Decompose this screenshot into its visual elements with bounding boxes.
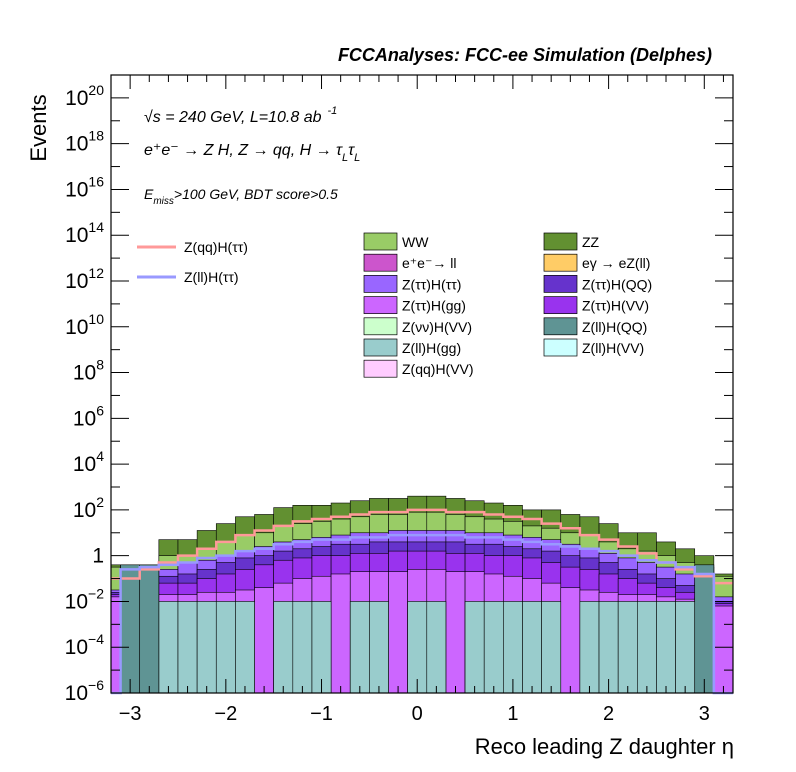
line-histograms [111, 508, 733, 695]
bar-Z(ττ)H(gg) [330, 573, 351, 694]
legend-fill-swatch [363, 275, 398, 293]
x-tick-label: 2 [603, 703, 614, 725]
bar-Z(ll)H(gg) [675, 601, 696, 694]
bar-Z(ττ)H(gg) [713, 605, 734, 694]
x-tick-label: 1 [507, 703, 518, 725]
bar-Z(ll)H(gg) [369, 601, 389, 694]
bar-Z(ll)H(gg) [158, 601, 179, 694]
legend-fill-label: WW [402, 234, 429, 250]
bar-Z(ll)H(gg) [579, 601, 600, 694]
y-tick-label: 104 [73, 448, 104, 476]
legend-fill-swatch [543, 338, 578, 357]
bar-Z(ττ)H(gg) [560, 587, 581, 694]
bar-Z(ll)H(gg) [637, 601, 657, 694]
legend-fill-swatch [363, 338, 398, 357]
legend-lines: Z(qq)H(ττ) Z(ll)H(ττ) [137, 239, 248, 285]
bar-Z(ll)H(gg) [273, 601, 294, 694]
x-tick-label: 3 [699, 703, 710, 725]
y-axis-label: Events [26, 94, 51, 161]
y-tick-label: 1018 [65, 128, 104, 156]
y-tick-label: 10−6 [65, 677, 105, 705]
x-tick-label: 0 [412, 703, 423, 725]
x-tick-label: −1 [310, 703, 333, 725]
legend-fill-swatch [363, 317, 398, 336]
y-tick-label: 10−4 [65, 631, 105, 659]
bar-Z(ττ)H(gg) [110, 596, 121, 694]
legend-fill-swatch [543, 275, 578, 293]
bar-Z(ll)H(gg) [483, 601, 504, 694]
bar-Z(ll)H(QQ) [694, 564, 715, 694]
legend-fill-swatch [543, 232, 578, 251]
bar-Z(ll)H(gg) [235, 601, 255, 694]
bar-Z(ττ)H(gg) [254, 587, 274, 694]
legend-fill-swatch [543, 317, 578, 336]
legend-fill-label: Z(νν)H(VV) [402, 319, 472, 335]
bar-Z(ll)H(gg) [349, 601, 370, 694]
bar-Z(ττ)H(gg) [388, 571, 408, 694]
y-tick-label: 1 [92, 545, 104, 568]
x-axis: −3 −2 −1 0 1 2 3 [110, 75, 724, 725]
bar-Z(ll)H(gg) [426, 601, 447, 694]
legend-fill-label: Z(ττ)H(VV) [582, 298, 649, 314]
legend-fill-label: ZZ [582, 234, 600, 250]
energy-annotation: √s = 240 GeV, L=10.8 ab -1 [144, 105, 337, 126]
bar-Z(ll)H(gg) [656, 601, 676, 694]
bar-Z(ll)H(gg) [464, 601, 485, 694]
legend-fill-label: eγ → eZ(ll) [582, 255, 650, 271]
legend-fill-label: Z(ll)H(gg) [402, 340, 461, 356]
y-tick-label: 10−2 [65, 585, 105, 613]
bar-Z(ll)H(gg) [196, 601, 217, 694]
legend-fill-label: Z(ll)H(VV) [582, 340, 644, 356]
legend-line-label: Z(qq)H(ττ) [184, 239, 248, 255]
legend-fill-label: Z(ττ)H(ττ) [402, 276, 461, 292]
y-tick-label: 102 [73, 494, 104, 522]
bar-Z(ll)H(gg) [617, 601, 638, 694]
bar-Z(ll)H(QQ) [139, 564, 160, 694]
y-tick-label: 1010 [65, 311, 104, 339]
legend-fill-label: Z(ττ)H(gg) [402, 298, 466, 314]
bar-Z(ll)H(gg) [541, 601, 562, 694]
plot-frame [110, 74, 734, 694]
line-Z(qq)H(ττ) [111, 508, 733, 585]
chart-title: FCCAnalyses: FCC-ee Simulation (Delphes) [338, 45, 712, 65]
legend-fill-swatch [363, 359, 398, 378]
stacked-histogram [110, 495, 734, 694]
y-tick-label: 1014 [65, 219, 104, 247]
bar-Z(ll)H(gg) [522, 601, 542, 694]
bar-Z(ll)H(gg) [177, 601, 198, 694]
bar-Z(ττ)H(gg) [445, 571, 466, 694]
y-tick-label: 108 [73, 357, 104, 385]
y-axis: 10−6 10−4 10−2 1 102 104 106 108 1010 1012 1014 101… [65, 82, 733, 705]
legend-fill-swatch [363, 253, 398, 272]
legend-fill-label: Z(ll)H(QQ) [582, 319, 647, 335]
y-tick-label: 1016 [65, 173, 104, 201]
y-tick-label: 1020 [65, 82, 104, 110]
x-axis-label: Reco leading Z daughter η [475, 734, 734, 759]
x-tick-label: −3 [119, 703, 142, 725]
legend-fill-swatch [543, 296, 578, 314]
y-tick-label: 106 [73, 402, 104, 430]
legend-fill-label: Z(qq)H(VV) [402, 361, 474, 377]
legend-fill-swatch [543, 253, 578, 272]
line-Z(ll)H(ττ) [111, 533, 733, 695]
process-annotation: e⁺e⁻ → Z H, Z → qq, H → τLτL [144, 142, 360, 164]
legend-fill-swatch [363, 232, 398, 251]
x-tick-label: −2 [214, 703, 237, 725]
legend-fill-label: Z(ττ)H(QQ) [582, 276, 652, 292]
y-tick-label: 1012 [65, 265, 104, 293]
bar-Z(ll)H(gg) [292, 601, 313, 694]
annotations: √s = 240 GeV, L=10.8 ab -1 e⁺e⁻ → Z H, Z … [144, 105, 360, 207]
legend-fills: ZZ WW e⁺e⁻→ ll eγ → eZ(ll) Z(ττ)H(ττ) Z(ττ)H(… [363, 232, 652, 378]
legend-fill-label: e⁺e⁻→ ll [402, 255, 456, 271]
legend-fill-swatch [363, 296, 398, 314]
selection-annotation: Emiss>100 GeV, BDT score>0.5 [144, 186, 338, 207]
bar-Z(ll)H(QQ) [120, 564, 141, 694]
legend-line-label: Z(ll)H(ττ) [184, 269, 239, 285]
